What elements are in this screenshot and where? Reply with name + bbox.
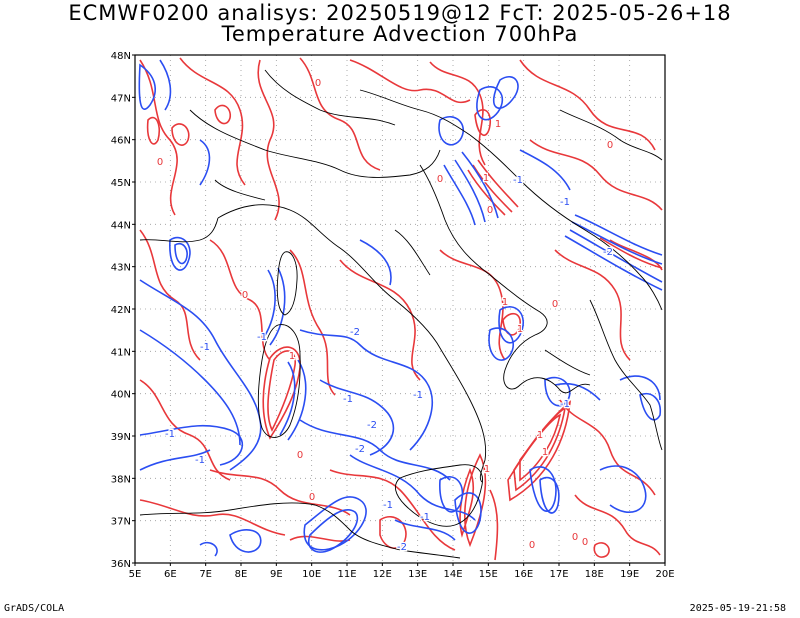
lon-tick-label: 8E xyxy=(235,569,248,580)
positive-contour-label: 1 xyxy=(537,430,543,441)
negative-contour-label: -1 xyxy=(343,394,353,405)
positive-contour-label: 0 xyxy=(315,78,321,89)
negative-contour-label: -1 xyxy=(413,390,423,401)
lat-tick-label: 40N xyxy=(111,390,131,401)
positive-contour-label: 1 xyxy=(289,351,295,362)
negative-contour-label: -1 xyxy=(383,500,393,511)
negative-contour-label: -1 xyxy=(165,429,175,440)
lon-tick-label: 6E xyxy=(164,569,177,580)
lat-tick-label: 38N xyxy=(111,474,131,485)
lon-tick-label: 9E xyxy=(270,569,283,580)
latitude-labels: 48N 47N 46N 45N 44N 43N 42N 41N 40N 39N 38N 37N 36N xyxy=(111,51,135,570)
lon-tick-label: 12E xyxy=(373,569,392,580)
lon-tick-label: 20E xyxy=(655,569,674,580)
positive-contours xyxy=(139,57,663,561)
lon-tick-label: 7E xyxy=(199,569,212,580)
contour-labels: -1-1 -2-1 -1-2-1-2-1-1-1-2-1-1-1-200000000… xyxy=(156,77,615,555)
lon-tick-label: 15E xyxy=(479,569,498,580)
negative-contours xyxy=(138,59,663,557)
negative-contour-label: -1 xyxy=(420,512,430,523)
negative-contour-label: -2 xyxy=(355,444,365,455)
negative-contour-label: -2 xyxy=(367,420,377,431)
positive-contour-label: 0 xyxy=(607,140,613,151)
negative-contour-label: -1 xyxy=(513,175,523,186)
positive-contour-label: 1 xyxy=(484,464,490,475)
positive-contour-label: 0 xyxy=(582,537,588,548)
negative-contour-label: -1 xyxy=(257,332,267,343)
positive-contour-label: 0 xyxy=(437,174,443,185)
positive-contour-label: 0 xyxy=(529,540,535,551)
footer-software: GrADS/COLA xyxy=(4,603,65,614)
lon-tick-label: 10E xyxy=(302,569,321,580)
negative-contour-label: -2 xyxy=(397,542,407,553)
positive-contour-label: 0 xyxy=(309,492,315,503)
lon-tick-label: 18E xyxy=(585,569,604,580)
lat-tick-label: 48N xyxy=(111,51,131,62)
map-subtitle: Temperature Advection 700hPa xyxy=(221,22,579,46)
lat-tick-label: 41N xyxy=(111,347,131,358)
negative-contour-label: -2 xyxy=(350,327,360,338)
positive-contour-label: 0 xyxy=(242,290,248,301)
positive-contour-label: 0 xyxy=(157,157,163,168)
positive-contour-label: 0 xyxy=(487,205,493,216)
lat-tick-label: 47N xyxy=(111,93,131,104)
lat-tick-label: 37N xyxy=(111,517,131,528)
positive-contour-label: 0 xyxy=(297,450,303,461)
lat-tick-label: 44N xyxy=(111,220,131,231)
positive-contour-label: 1 xyxy=(495,119,501,130)
lon-tick-label: 17E xyxy=(549,569,568,580)
lat-tick-label: 42N xyxy=(111,305,131,316)
negative-contour-label: -1 xyxy=(200,342,210,353)
lon-tick-label: 19E xyxy=(620,569,639,580)
lat-tick-label: 43N xyxy=(111,263,131,274)
lat-tick-label: 39N xyxy=(111,432,131,443)
positive-contour-label: 1 xyxy=(542,447,548,458)
longitude-labels: 5E 6E 7E 8E 9E 10E 11E 12E 13E 14E 15E 16E 17E 18E 19E… xyxy=(129,563,675,580)
positive-contour-label: 0 xyxy=(572,532,578,543)
positive-contour-label: 0 xyxy=(552,299,558,310)
lon-tick-label: 13E xyxy=(408,569,427,580)
positive-contour-label: 1 xyxy=(502,297,508,308)
lat-tick-label: 36N xyxy=(111,559,131,570)
positive-contour-label: 1 xyxy=(483,173,489,184)
lon-tick-label: 16E xyxy=(514,569,533,580)
coastlines xyxy=(139,69,663,559)
map-title: ECMWF0200 analisys: 20250519@12 FcT: 202… xyxy=(68,1,732,25)
lon-tick-label: 11E xyxy=(337,569,356,580)
positive-contour-label: 1 xyxy=(517,324,523,335)
footer-timestamp: 2025-05-19-21:58 xyxy=(689,603,786,614)
lat-tick-label: 45N xyxy=(111,178,131,189)
lat-tick-label: 46N xyxy=(111,136,131,147)
negative-contour-label: -1 xyxy=(560,399,570,410)
lon-tick-label: 14E xyxy=(443,569,462,580)
lon-tick-label: 5E xyxy=(129,569,142,580)
negative-contour-label: -1 xyxy=(195,455,205,466)
negative-contour-label: -2 xyxy=(603,247,613,258)
negative-contour-label: -1 xyxy=(560,197,570,208)
